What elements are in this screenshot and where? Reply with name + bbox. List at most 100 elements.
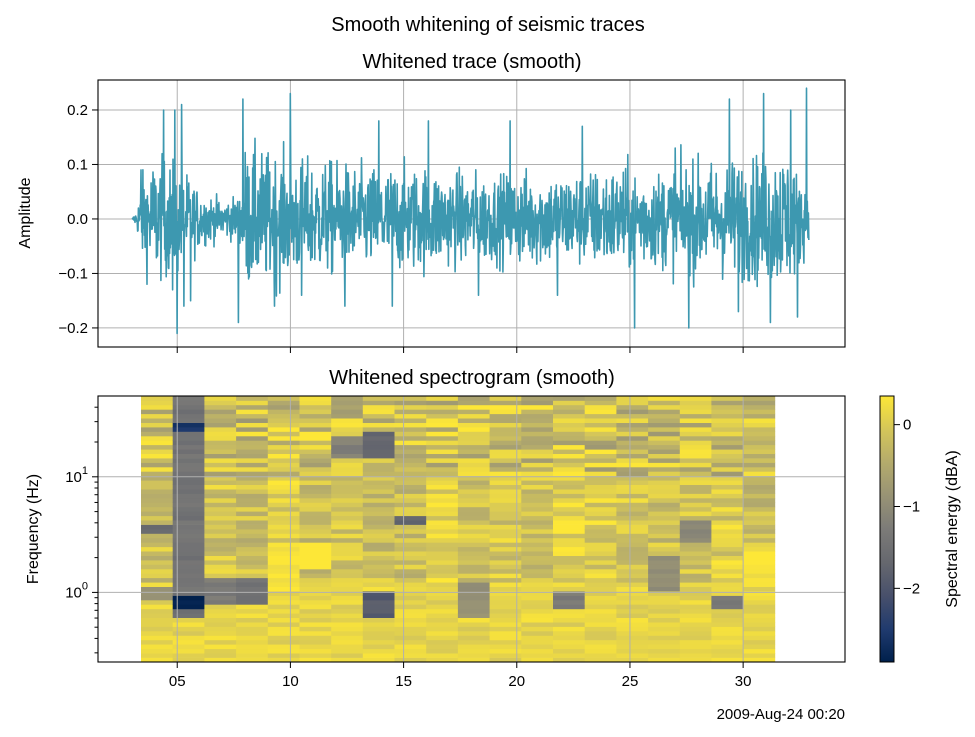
spectrogram-cell bbox=[204, 573, 237, 579]
spectrogram-cell bbox=[204, 475, 237, 481]
spectrogram-cell bbox=[267, 409, 300, 415]
spectrogram-cell bbox=[743, 568, 776, 574]
spectrogram-cell bbox=[457, 546, 490, 552]
spectrogram-cell bbox=[648, 635, 681, 641]
spectrogram-cell bbox=[553, 533, 586, 539]
spectrogram-cell bbox=[679, 440, 712, 446]
spectrogram-cell bbox=[394, 449, 427, 454]
spectrogram-cell bbox=[679, 617, 712, 623]
spectrogram-cell bbox=[584, 622, 617, 627]
spectrogram-y-tick-label-0: 100 bbox=[65, 580, 88, 601]
colorbar-ticks: 0 −1 −2 bbox=[894, 417, 920, 597]
spectrogram-cell bbox=[521, 475, 554, 481]
spectrogram-cell bbox=[299, 644, 332, 650]
spectrogram-cell bbox=[679, 466, 712, 472]
spectrogram-cell bbox=[711, 573, 744, 579]
spectrogram-cell bbox=[141, 613, 174, 618]
spectrogram-cell bbox=[426, 458, 459, 463]
spectrogram-cell bbox=[489, 631, 522, 636]
spectrogram-cell bbox=[743, 418, 776, 423]
spectrogram-cell bbox=[553, 498, 586, 503]
spectrogram-cell bbox=[521, 498, 554, 503]
spectrogram-cell bbox=[204, 626, 237, 632]
spectrogram-cell bbox=[584, 462, 617, 468]
spectrogram-cell bbox=[204, 431, 237, 437]
spectrogram-x-axis: 05 10 15 20 25 30 bbox=[169, 662, 751, 690]
trace-line-series bbox=[131, 87, 810, 335]
spectrogram-cell bbox=[267, 608, 300, 614]
spectrogram-cell bbox=[141, 537, 174, 543]
spectrogram-cell bbox=[204, 449, 237, 454]
spectrogram-cell bbox=[457, 551, 490, 556]
spectrogram-cell bbox=[141, 409, 174, 415]
spectrogram-cell bbox=[236, 498, 269, 503]
spectrogram-cell bbox=[172, 489, 205, 494]
spectrogram-cell bbox=[426, 573, 459, 579]
spectrogram-cell bbox=[457, 400, 490, 406]
spectrogram-cell bbox=[362, 440, 395, 446]
spectrogram-cell bbox=[172, 617, 205, 623]
spectrogram-cell bbox=[489, 396, 522, 401]
spectrogram-cell bbox=[553, 622, 586, 627]
spectrogram-cell bbox=[457, 440, 490, 446]
spectrogram-cell bbox=[394, 608, 427, 614]
spectrogram-cell bbox=[394, 577, 427, 583]
spectrogram-cell bbox=[236, 586, 269, 592]
spectrogram-cell bbox=[299, 626, 332, 632]
spectrogram-cell bbox=[616, 537, 649, 543]
spectrogram-cell bbox=[648, 475, 681, 481]
spectrogram-cell bbox=[489, 542, 522, 548]
spectrogram-cell bbox=[521, 591, 554, 596]
spectrogram-cell bbox=[679, 533, 712, 539]
spectrogram-cell bbox=[743, 582, 776, 587]
spectrogram-x-tick-label-4: 25 bbox=[622, 673, 639, 690]
spectrogram-cell bbox=[172, 622, 205, 627]
spectrogram-cell bbox=[457, 568, 490, 574]
spectrogram-cell bbox=[743, 533, 776, 539]
spectrogram-cell bbox=[236, 400, 269, 406]
spectrogram-cell bbox=[204, 582, 237, 587]
spectrogram-cell bbox=[679, 458, 712, 463]
spectrogram-cell bbox=[521, 626, 554, 632]
spectrogram-cell bbox=[141, 653, 174, 658]
spectrogram-cell bbox=[299, 475, 332, 481]
spectrogram-cell bbox=[457, 471, 490, 477]
spectrogram-cell bbox=[521, 635, 554, 641]
spectrogram-cell bbox=[457, 617, 490, 623]
spectrogram-cell bbox=[331, 502, 364, 508]
spectrogram-cell bbox=[616, 440, 649, 446]
spectrogram-cell bbox=[141, 444, 174, 450]
spectrogram-cell bbox=[204, 599, 237, 605]
spectrogram-cell bbox=[362, 453, 395, 459]
spectrogram-cell bbox=[711, 520, 744, 525]
spectrogram-cell bbox=[426, 529, 459, 534]
spectrogram-cell bbox=[172, 608, 205, 614]
spectrogram-cell bbox=[267, 551, 300, 556]
spectrogram-cell bbox=[521, 404, 554, 410]
spectrogram-cell bbox=[172, 396, 205, 401]
spectrogram-cell bbox=[394, 506, 427, 512]
spectrogram-cell bbox=[299, 608, 332, 614]
spectrogram-cell bbox=[267, 648, 300, 654]
spectrogram-cell bbox=[648, 604, 681, 610]
spectrogram-cell bbox=[141, 608, 174, 614]
spectrogram-cell bbox=[141, 648, 174, 654]
spectrogram-cell bbox=[172, 502, 205, 508]
spectrogram-cell bbox=[584, 608, 617, 614]
spectrogram-cell bbox=[553, 511, 586, 517]
spectrogram-cell bbox=[426, 462, 459, 468]
spectrogram-cell bbox=[584, 551, 617, 556]
spectrogram-cell bbox=[648, 546, 681, 552]
spectrogram-cell bbox=[299, 498, 332, 503]
spectrogram-cell bbox=[141, 511, 174, 517]
spectrogram-cell bbox=[457, 639, 490, 645]
spectrogram-cell bbox=[394, 435, 427, 441]
spectrogram-cell bbox=[267, 537, 300, 543]
spectrogram-cell bbox=[489, 400, 522, 406]
spectrogram-cell bbox=[299, 622, 332, 627]
spectrogram-cell bbox=[711, 653, 744, 658]
spectrogram-cell bbox=[616, 622, 649, 627]
spectrogram-cell bbox=[267, 599, 300, 605]
spectrogram-cell bbox=[236, 648, 269, 654]
spectrogram-cell bbox=[267, 635, 300, 641]
